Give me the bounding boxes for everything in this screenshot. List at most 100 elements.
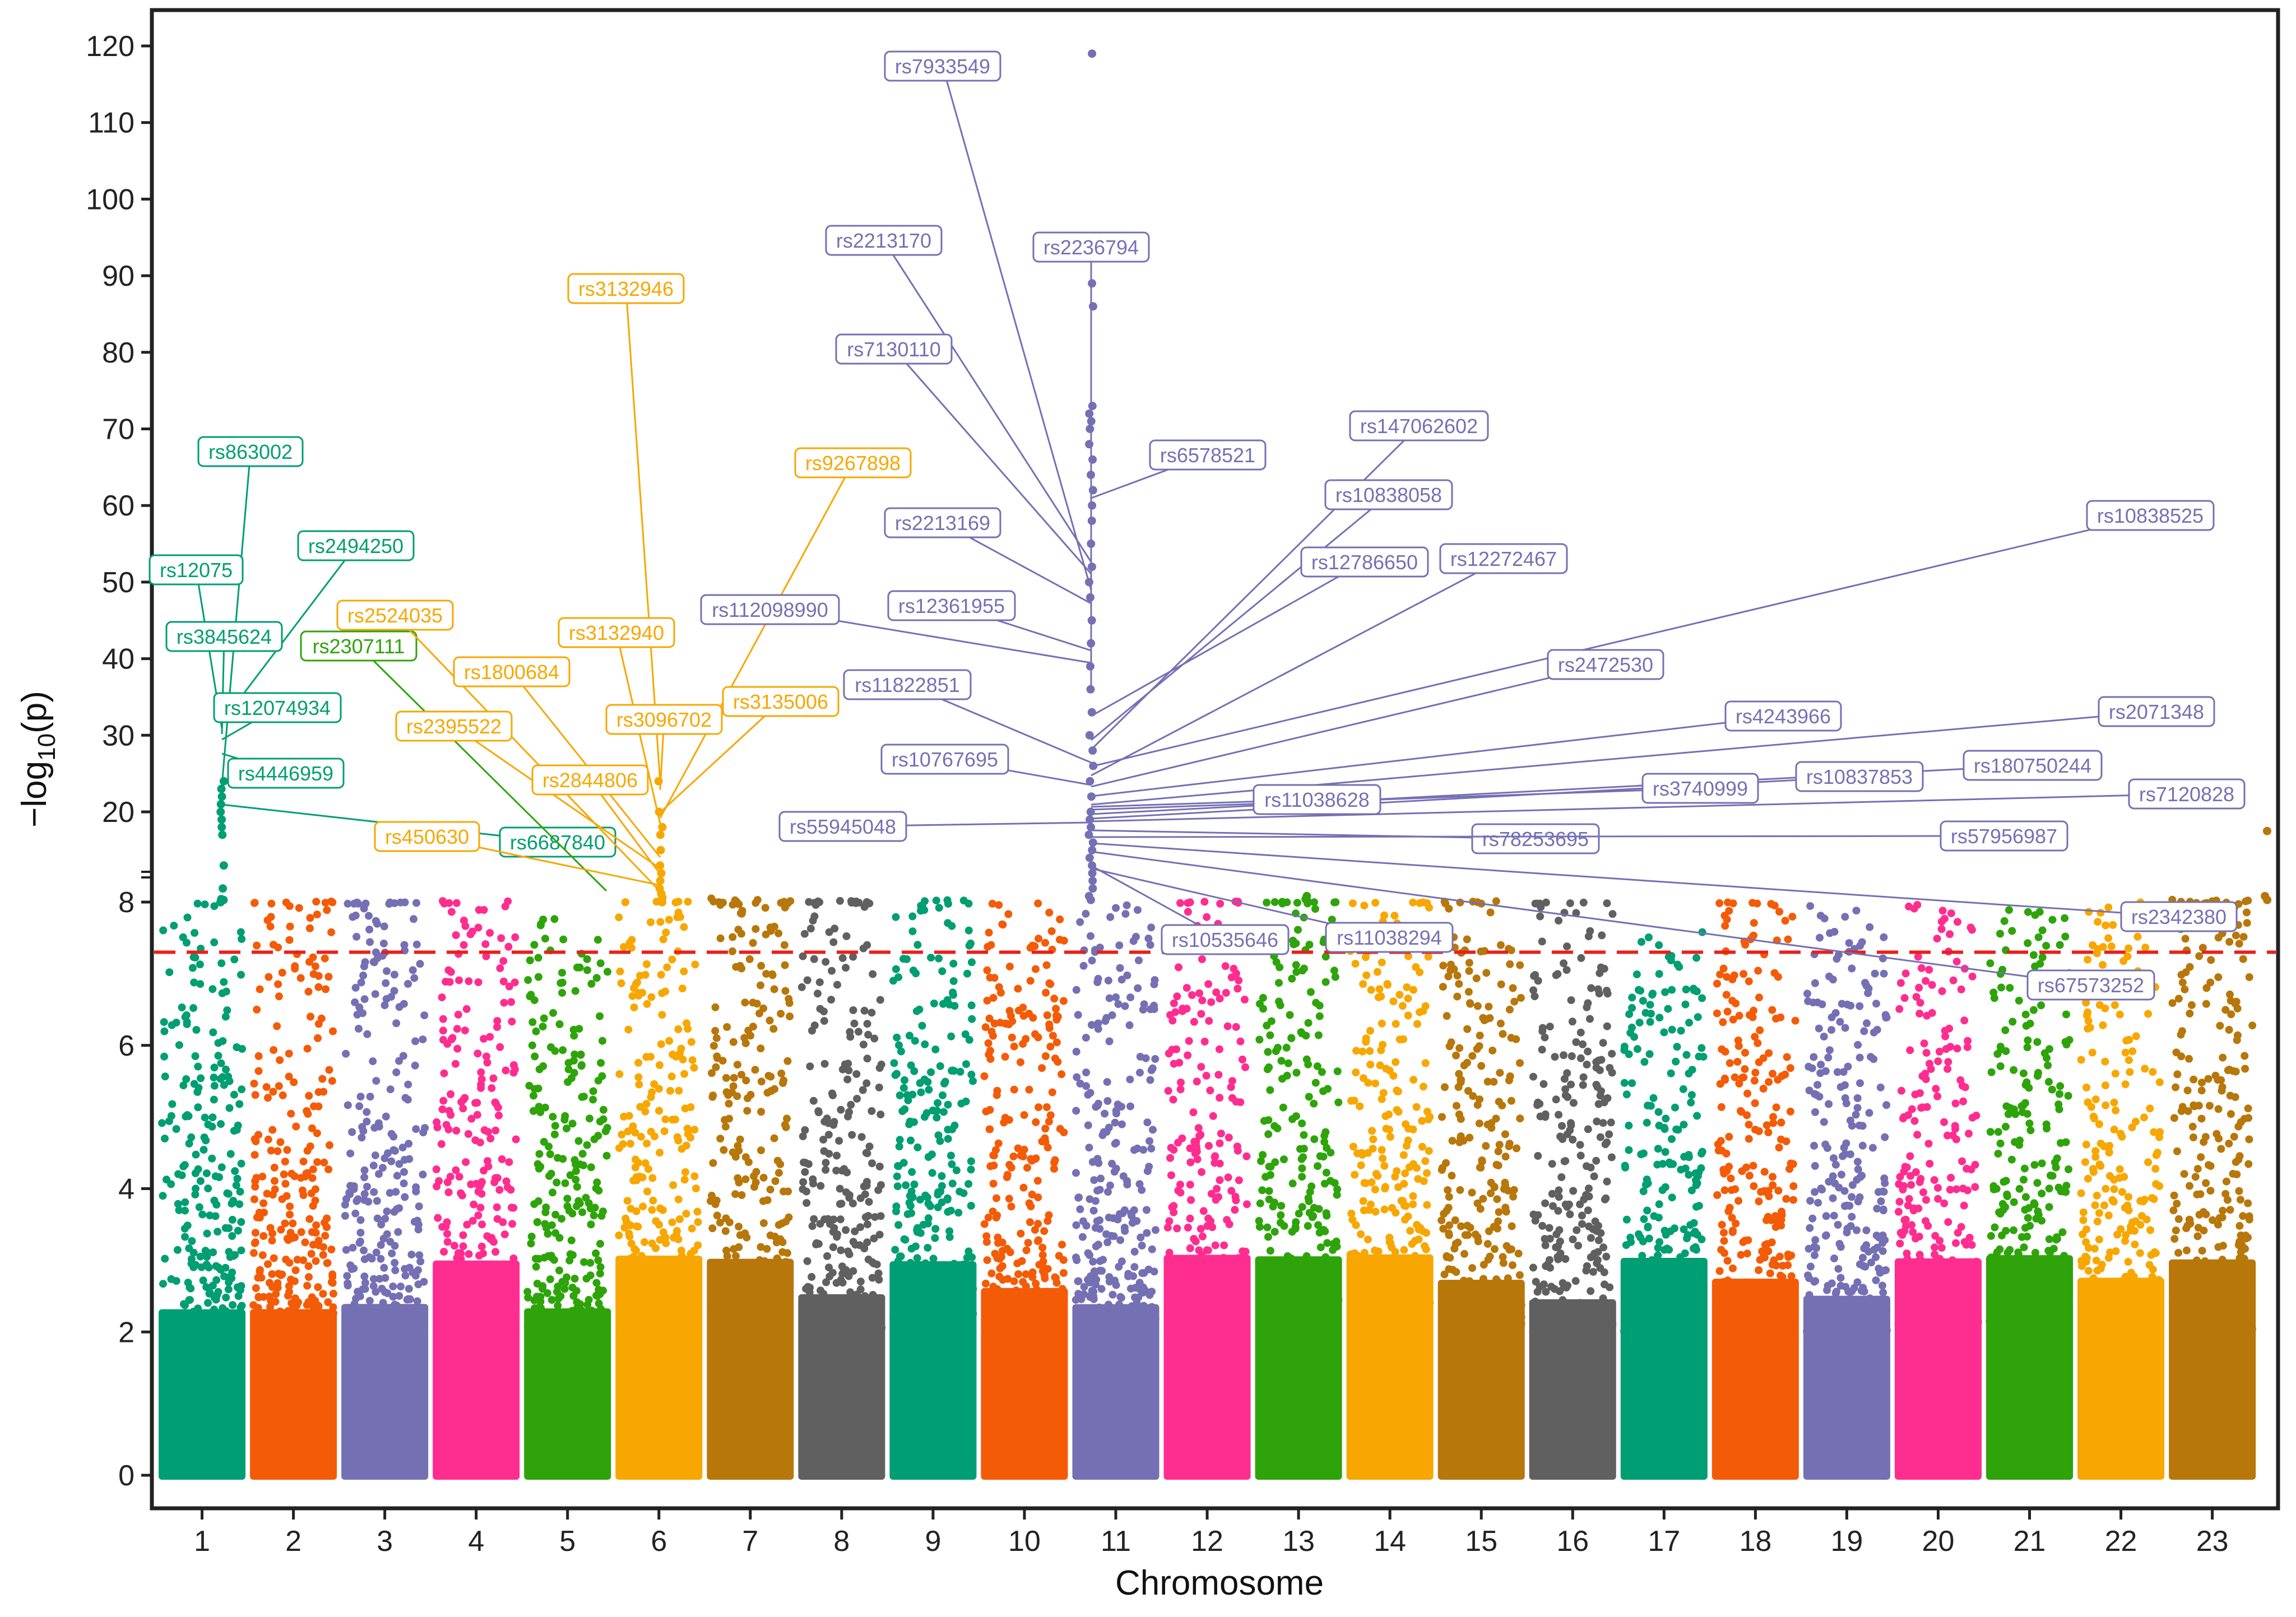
snp-point (893, 1033, 901, 1042)
snp-point (1235, 1176, 1243, 1184)
snp-point (381, 1154, 389, 1163)
snp-point (1293, 899, 1301, 907)
snp-point (540, 1014, 548, 1023)
snp-point (1315, 1327, 1323, 1335)
snp-point (238, 935, 246, 943)
snp-point (1329, 1256, 1338, 1265)
snp-point (326, 1317, 334, 1326)
snp-point (298, 1186, 307, 1195)
snp-point (841, 1060, 849, 1068)
snp-point (1120, 1313, 1128, 1322)
snp-point (478, 1220, 486, 1229)
snp-point (1238, 1298, 1246, 1307)
snp-point (863, 1238, 871, 1247)
snp-point (215, 1321, 223, 1329)
snp-point (541, 1208, 550, 1216)
snp-point (450, 1242, 458, 1250)
snp-point (502, 1066, 510, 1075)
snp-point (251, 1238, 259, 1247)
snp-point (1020, 1145, 1028, 1154)
snp-point (1509, 1192, 1518, 1201)
snp-point (1059, 997, 1068, 1005)
data-points (158, 49, 2272, 1480)
snp-point (913, 1254, 921, 1262)
snp-point (1264, 1130, 1273, 1139)
snp-point (829, 1228, 837, 1236)
snp-point (536, 921, 545, 930)
snp-point (305, 1091, 313, 1100)
snp-point (365, 912, 373, 920)
snp-point (969, 1077, 977, 1085)
snp-point (962, 1328, 970, 1336)
snp-point (1056, 1320, 1064, 1328)
snp-point (1468, 1188, 1476, 1197)
snp-point (324, 1165, 333, 1174)
snp-point (923, 1193, 931, 1202)
snp-point (1202, 1071, 1210, 1080)
snp-point (803, 1199, 811, 1207)
snp-point (486, 1033, 494, 1041)
snp-point (573, 1183, 581, 1191)
snp-point (1186, 1158, 1195, 1167)
snp-point (863, 1220, 871, 1229)
snp-point (1321, 1285, 1329, 1293)
snp-point (1227, 1187, 1236, 1195)
snp-point (1509, 1261, 1516, 1270)
snp-point (440, 899, 448, 908)
snp-point (678, 1252, 686, 1260)
snp-point (1448, 1307, 1456, 1315)
snp-point (1300, 1131, 1308, 1139)
snp-point (565, 1207, 573, 1215)
snp-point (873, 1308, 881, 1316)
snp-point (285, 902, 294, 910)
snp-point (862, 898, 871, 906)
snp-point (1232, 1196, 1240, 1205)
snp-point (1440, 1210, 1448, 1218)
snp-point (183, 913, 192, 922)
snp-point (1603, 1138, 1611, 1146)
snp-point (1549, 1202, 1557, 1210)
snp-point (689, 1290, 697, 1299)
snp-point (1033, 1177, 1042, 1185)
snp-point (1586, 1310, 1594, 1318)
snp-point (1042, 961, 1051, 969)
snp-point (1487, 1124, 1496, 1132)
snp-point (1498, 1102, 1506, 1110)
snp-point (504, 1279, 513, 1287)
snp-point (1020, 1111, 1028, 1119)
snp-point (251, 1091, 259, 1099)
snp-point (1233, 984, 1242, 993)
snp-point (1266, 1247, 1274, 1255)
snp-point (1497, 980, 1505, 988)
snp-point (1516, 1059, 1524, 1067)
snp-point (1485, 1309, 1493, 1318)
snp-point (712, 1063, 720, 1071)
snp-point (1282, 1303, 1290, 1312)
snp-point (461, 1026, 469, 1035)
snp-point (1166, 1154, 1175, 1162)
snp-point (926, 1282, 934, 1290)
snp-point (621, 1286, 630, 1295)
snp-point (439, 1015, 447, 1023)
snp-point (507, 998, 516, 1006)
snp-point (691, 960, 699, 969)
snp-point (1284, 1292, 1292, 1300)
snp-point (757, 1108, 766, 1116)
snp-point (168, 1100, 177, 1108)
snp-point (196, 1252, 205, 1261)
snp-point (647, 1127, 655, 1136)
snp-point (1397, 1327, 1406, 1336)
snp-point (1319, 1153, 1328, 1161)
snp-point (1102, 1230, 1111, 1238)
snp-point (1437, 1216, 1446, 1225)
snp-point (508, 1017, 516, 1026)
snp-point (1163, 1223, 1172, 1232)
snp-point (906, 1327, 915, 1335)
snp-point (639, 1312, 647, 1320)
snp-point (273, 1147, 282, 1155)
snp-point (665, 1037, 674, 1045)
snp-point (999, 1301, 1007, 1309)
snp-point (1673, 1043, 1681, 1051)
snp-point (744, 1158, 753, 1167)
snp-point (222, 1065, 230, 1074)
